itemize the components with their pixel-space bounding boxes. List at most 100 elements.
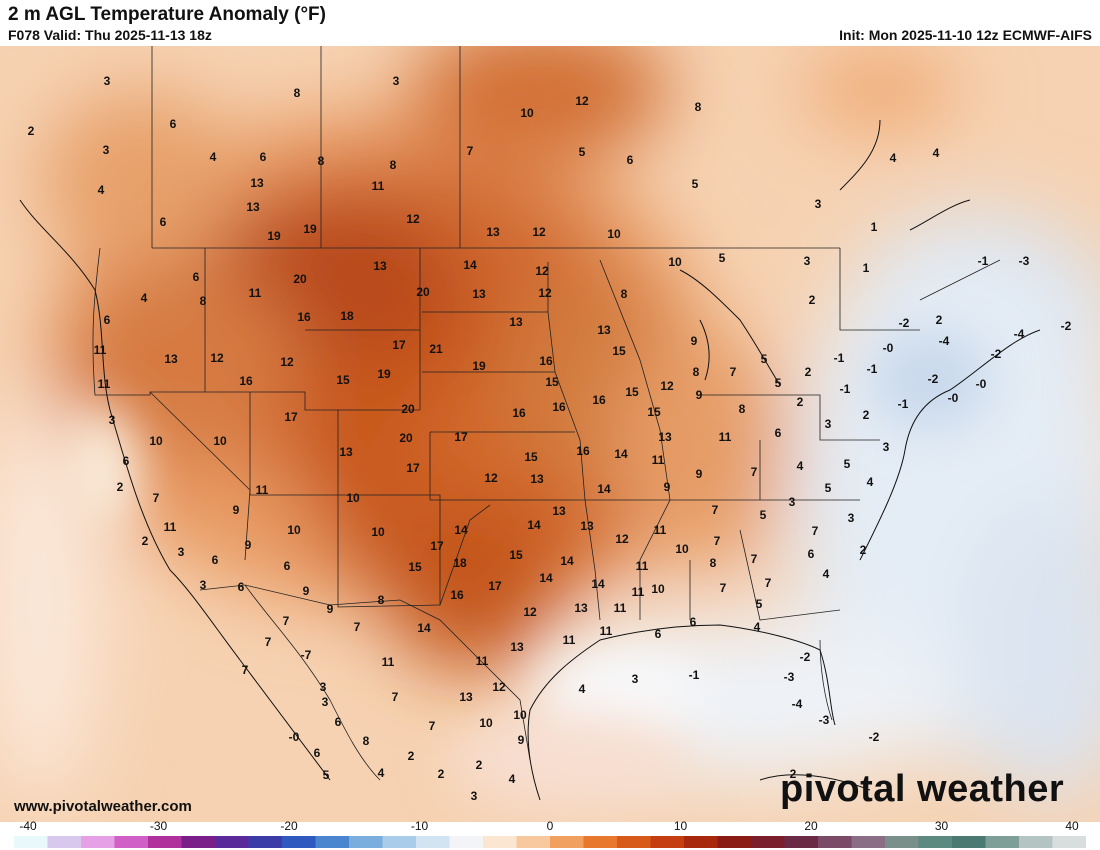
colorbar-tick-label: 30 — [934, 819, 949, 833]
colorbar-swatch — [952, 836, 986, 848]
colorbar-ticks: -40 -30 -20 -10 0 10 20 30 40 — [0, 819, 1100, 835]
colorbar-swatch — [148, 836, 182, 848]
anomaly-value-label: 11 — [719, 430, 732, 444]
anomaly-value-label: 6 — [212, 553, 219, 567]
anomaly-value-label: 3 — [393, 74, 400, 88]
anomaly-value-label: -2 — [1061, 319, 1072, 333]
colorbar-swatch — [215, 836, 249, 848]
anomaly-value-label: 3 — [103, 143, 110, 157]
anomaly-value-label: 16 — [552, 400, 566, 414]
colorbar-swatch — [550, 836, 584, 848]
anomaly-value-label: 5 — [761, 352, 768, 366]
anomaly-value-label: 5 — [760, 508, 767, 522]
colorbar-swatch — [114, 836, 149, 848]
anomaly-value-label: 10 — [607, 227, 621, 241]
anomaly-value-label: 6 — [170, 117, 177, 131]
anomaly-value-label: 8 — [390, 158, 397, 172]
anomaly-value-label: 1 — [871, 220, 878, 234]
anomaly-value-label: 10 — [675, 542, 689, 556]
anomaly-value-label: 8 — [693, 365, 700, 379]
anomaly-value-label: 16 — [592, 393, 606, 407]
anomaly-value-label: 4 — [823, 567, 830, 581]
anomaly-value-label: 20 — [401, 402, 415, 416]
anomaly-value-label: 12 — [535, 264, 549, 278]
anomaly-value-label: 5 — [692, 177, 699, 191]
anomaly-value-label: 2 — [142, 534, 149, 548]
anomaly-value-label: 14 — [614, 447, 628, 461]
colorbar-swatch — [449, 836, 484, 848]
website-url[interactable]: www.pivotalweather.com — [14, 798, 192, 815]
anomaly-value-label: 7 — [242, 663, 249, 677]
colorbar-tick-label: -30 — [149, 819, 168, 833]
anomaly-value-label: 13 — [459, 690, 473, 704]
anomaly-map: 3 2 3 4 6 6 4 6 8 3 8 8 13 11 13 12 19 19 13 12 10 10 12 7 5 6 8 5 4… — [0, 46, 1100, 822]
anomaly-value-label: 7 — [429, 719, 436, 733]
anomaly-value-label: 6 — [775, 426, 782, 440]
colorbar-swatch — [583, 836, 618, 848]
anomaly-value-label: 17 — [430, 539, 444, 553]
anomaly-value-label: 17 — [392, 338, 406, 352]
anomaly-value-label: 19 — [267, 229, 281, 243]
anomaly-value-label: 2 — [936, 313, 943, 327]
boundary-lines — [92, 46, 1001, 781]
colorbar-swatch — [751, 836, 785, 848]
anomaly-value-label: 12 — [523, 605, 537, 619]
anomaly-value-label: 3 — [848, 511, 855, 525]
anomaly-value-label: 15 — [408, 560, 422, 574]
colorbar-swatch — [985, 836, 1020, 848]
anomaly-value-label: 10 — [346, 491, 360, 505]
colorbar-tick-label: -20 — [280, 819, 298, 833]
colorbar-swatch — [885, 836, 919, 848]
colorbar-swatch — [818, 836, 852, 848]
anomaly-value-label: -1 — [689, 668, 700, 682]
anomaly-value-label: 18 — [340, 309, 354, 323]
anomaly-value-label: 11 — [614, 601, 627, 615]
anomaly-value-label: 5 — [756, 597, 763, 611]
anomaly-value-label: 4 — [754, 620, 761, 634]
anomaly-value-label: 21 — [429, 342, 443, 356]
anomaly-value-label: 9 — [696, 388, 703, 402]
anomaly-value-label: 6 — [193, 270, 200, 284]
anomaly-value-label: 13 — [580, 519, 594, 533]
colorbar — [14, 836, 1086, 848]
anomaly-value-label: 6 — [314, 746, 321, 760]
anomaly-value-label: 15 — [545, 375, 559, 389]
anomaly-value-label: 4 — [890, 151, 897, 165]
anomaly-value-label: 5 — [719, 251, 726, 265]
anomaly-value-label: -2 — [869, 730, 880, 744]
anomaly-value-label: 11 — [382, 655, 395, 669]
anomaly-value-label: 7 — [153, 491, 160, 505]
anomaly-value-label: -0 — [948, 391, 959, 405]
anomaly-value-label: 12 — [210, 351, 224, 365]
anomaly-value-label: 10 — [520, 106, 534, 120]
anomaly-value-label: 11 — [476, 654, 489, 668]
anomaly-value-label: -3 — [819, 713, 830, 727]
colorbar-swatch — [684, 836, 718, 848]
anomaly-value-label: 3 — [109, 413, 116, 427]
anomaly-value-label: 3 — [883, 440, 890, 454]
anomaly-value-label: 13 — [373, 259, 387, 273]
anomaly-value-label: 12 — [532, 225, 546, 239]
colorbar-swatch — [717, 836, 752, 848]
anomaly-value-label: 7 — [712, 503, 719, 517]
colorbar-swatch — [349, 836, 383, 848]
colorbar-tick-label: 10 — [673, 819, 688, 833]
anomaly-value-label: 13 — [552, 504, 566, 518]
init-time: Init: Mon 2025-11-10 12z ECMWF-AIFS — [839, 27, 1092, 43]
anomaly-value-label: 9 — [664, 480, 671, 494]
anomaly-value-label: 14 — [527, 518, 541, 532]
anomaly-value-label: 5 — [323, 768, 330, 782]
anomaly-value-label: 6 — [335, 715, 342, 729]
anomaly-value-label: -2 — [800, 650, 811, 664]
anomaly-value-label: 10 — [213, 434, 227, 448]
colorbar-tick-label: -10 — [410, 819, 429, 833]
anomaly-value-label: 12 — [660, 379, 674, 393]
anomaly-value-label: 9 — [245, 538, 252, 552]
anomaly-value-label: 7 — [720, 581, 727, 595]
anomaly-value-label: 3 — [200, 578, 207, 592]
anomaly-value-label: 4 — [210, 150, 217, 164]
anomaly-value-label: 13 — [250, 176, 264, 190]
colorbar-swatch — [14, 836, 48, 848]
anomaly-value-label: 7 — [265, 635, 272, 649]
anomaly-value-label: 15 — [524, 450, 538, 464]
